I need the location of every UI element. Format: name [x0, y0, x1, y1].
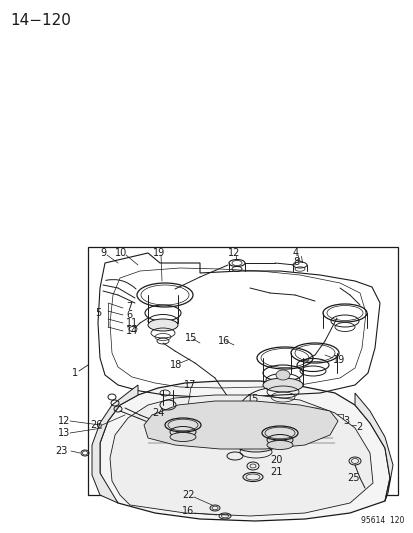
Text: 15: 15	[247, 394, 259, 404]
Polygon shape	[100, 381, 389, 521]
Text: 5: 5	[95, 308, 101, 318]
Text: 6: 6	[126, 310, 132, 320]
Text: 21: 21	[269, 467, 282, 477]
Text: 26: 26	[90, 420, 102, 430]
Text: 12: 12	[228, 248, 240, 258]
Text: 25: 25	[346, 473, 358, 483]
Ellipse shape	[262, 378, 302, 392]
Ellipse shape	[147, 319, 178, 331]
Text: 23: 23	[55, 446, 67, 456]
Text: 10: 10	[115, 248, 127, 258]
Text: 20: 20	[269, 455, 282, 465]
Polygon shape	[144, 401, 337, 449]
Text: 18: 18	[170, 360, 182, 370]
Text: 17: 17	[183, 380, 196, 390]
Text: 9: 9	[100, 248, 106, 258]
Text: 3: 3	[342, 416, 348, 426]
Text: 13: 13	[58, 428, 70, 438]
Text: 4: 4	[292, 248, 299, 258]
Ellipse shape	[275, 370, 289, 380]
Text: 16: 16	[182, 506, 194, 516]
Text: 22: 22	[182, 490, 194, 500]
Text: 14−120: 14−120	[10, 13, 71, 28]
Text: 24: 24	[152, 408, 164, 418]
Text: 11: 11	[126, 318, 138, 328]
Polygon shape	[354, 393, 392, 501]
Text: 19: 19	[332, 355, 344, 365]
Text: 8: 8	[292, 257, 299, 267]
Ellipse shape	[170, 432, 195, 441]
Text: 95614  120: 95614 120	[360, 516, 403, 525]
Text: 18: 18	[218, 427, 230, 437]
Bar	[88, 247, 397, 495]
Ellipse shape	[266, 440, 292, 449]
Ellipse shape	[235, 438, 275, 452]
Text: 19: 19	[153, 248, 165, 258]
Text: 12: 12	[58, 416, 70, 426]
Text: 1: 1	[72, 368, 78, 378]
Ellipse shape	[248, 428, 262, 438]
Text: 14: 14	[126, 326, 138, 336]
Text: 7: 7	[126, 302, 132, 312]
Text: 2: 2	[355, 422, 361, 432]
Text: 16: 16	[218, 336, 230, 346]
Text: 15: 15	[185, 333, 197, 343]
Polygon shape	[110, 395, 372, 516]
Polygon shape	[92, 385, 138, 503]
